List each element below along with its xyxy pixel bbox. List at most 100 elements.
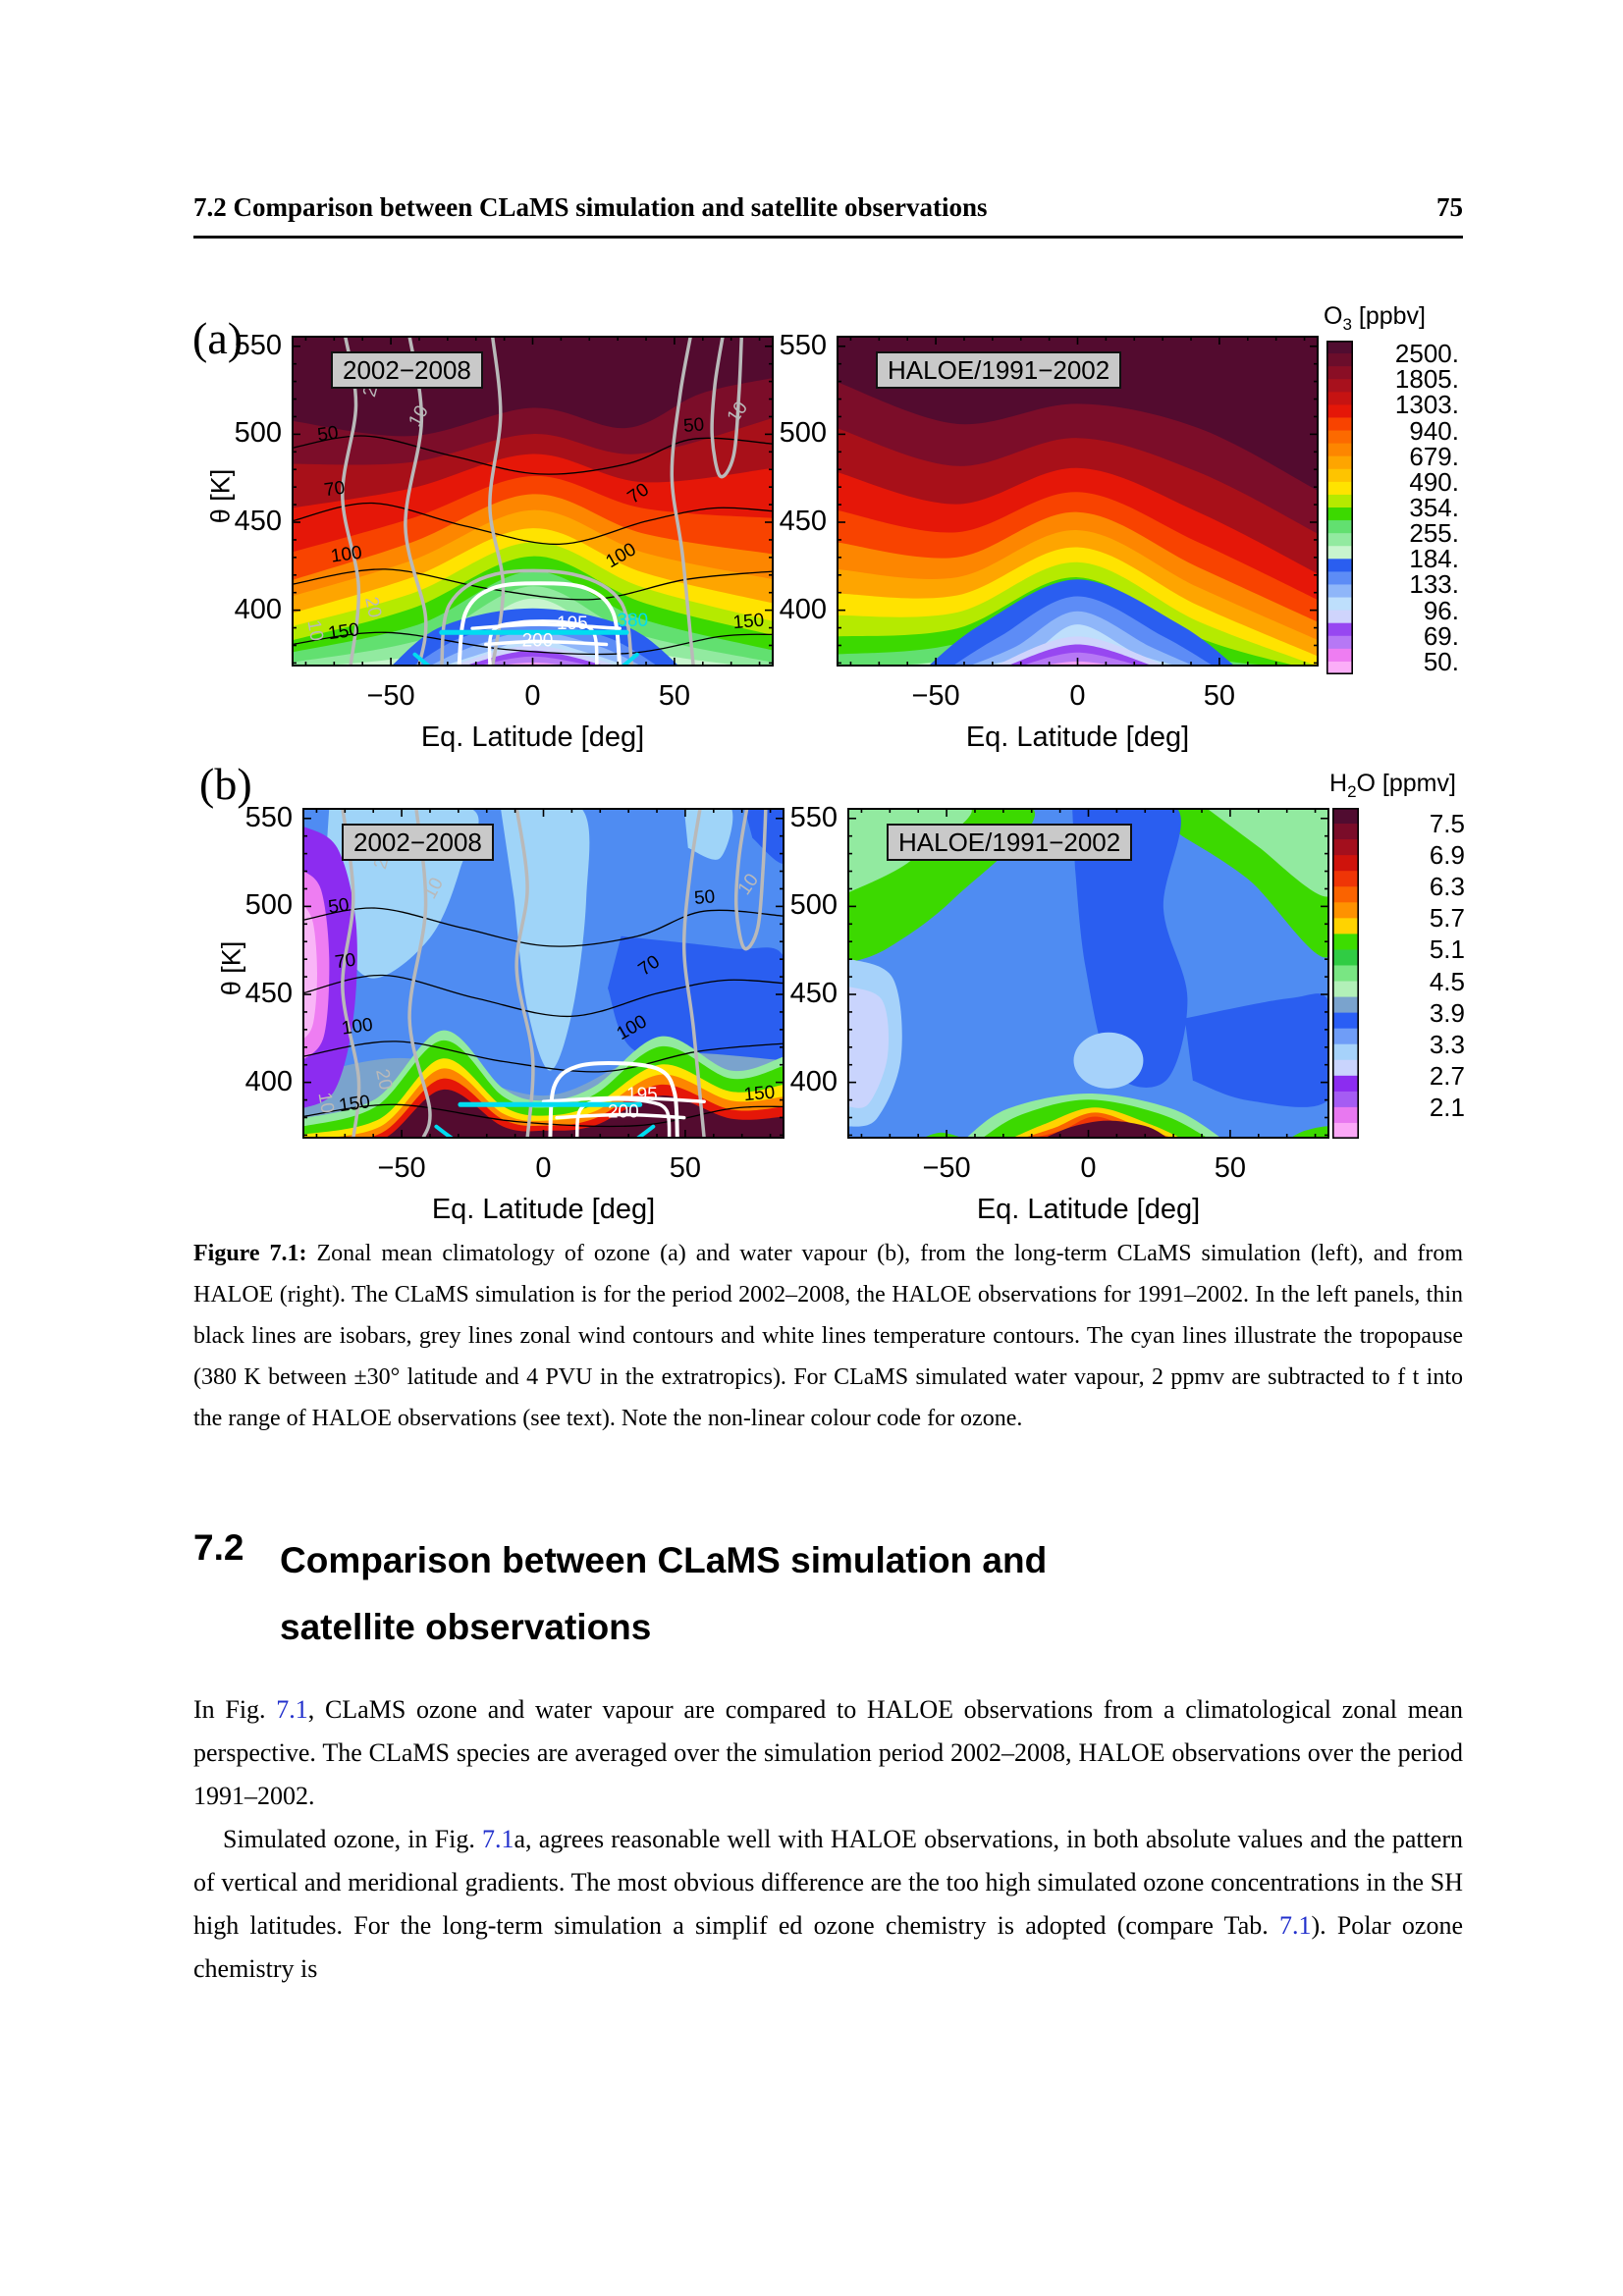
colorbar-tick-label: 2.7: [1429, 1060, 1465, 1091]
y-tick-label: 550: [789, 801, 838, 833]
cross-reference-link[interactable]: 7.1: [276, 1695, 308, 1724]
contour-label: 50: [327, 894, 351, 918]
colorbar-tick-label: 1303.: [1394, 390, 1459, 420]
panel-tag-a_left: 2002−2008: [331, 351, 483, 389]
y-tick-label: 500: [779, 417, 827, 450]
colorbar-title-o3: O3 [ppbv]: [1324, 302, 1426, 335]
body-text: In Fig. 7.1, CLaMS ozone and water vapou…: [193, 1688, 1463, 1991]
contour-label: 150: [732, 610, 765, 633]
y-tick-label: 500: [244, 889, 293, 922]
contour-label: 50: [682, 414, 705, 437]
colorbar-tick-label: 3.3: [1429, 1029, 1465, 1059]
contour-label: 150: [743, 1082, 776, 1105]
text-run: , CLaMS ozone and water vapour are compa…: [193, 1695, 1464, 1810]
x-tick-label: 0: [1080, 1152, 1097, 1184]
colorbar-tick-label: 7.5: [1429, 809, 1465, 839]
colorbar-tick-label: 255.: [1409, 518, 1459, 549]
text-run: Simulated ozone, in Fig.: [223, 1825, 483, 1853]
contour-label: 195: [626, 1085, 658, 1105]
cross-reference-link[interactable]: 7.1: [1278, 1911, 1312, 1940]
x-tick-label: −50: [366, 680, 415, 712]
contour-label: 380: [617, 611, 648, 631]
panel-tag-b_right: HALOE/1991−2002: [887, 824, 1133, 861]
y-tick-label: 450: [234, 506, 282, 537]
text-run: ). Polar ozone chemistry is: [193, 1911, 1463, 1983]
contour-panel-a_left: 505070701001001501502010102010195200380: [292, 336, 774, 667]
y-tick-label: 450: [789, 978, 838, 1009]
section-heading-line2: satellite observations: [280, 1607, 652, 1647]
colorbar-tick-label: 1805.: [1394, 364, 1459, 395]
figure-caption: Figure 7.1: Zonal mean climatology of oz…: [193, 1233, 1463, 1439]
y-tick-label: 550: [234, 329, 282, 361]
colorbar-title-h2o: H2O [ppmv]: [1329, 770, 1456, 802]
contour-label: 150: [338, 1092, 371, 1116]
x-tick-label: 50: [658, 680, 691, 712]
colorbar-tick-label: 184.: [1409, 544, 1459, 574]
colorbar-o3: [1326, 341, 1353, 674]
contour-label: 50: [316, 422, 340, 446]
y-tick-label: 450: [244, 978, 293, 1009]
x-tick-label: 0: [535, 1152, 552, 1184]
x-tick-label: 50: [1214, 1152, 1247, 1184]
colorbar-tick-label: 4.5: [1429, 966, 1465, 996]
header-rule: [193, 236, 1463, 239]
colorbar-tick-label: 354.: [1409, 493, 1459, 522]
colorbar-tick-label: 5.1: [1429, 934, 1465, 965]
x-tick-label: 50: [669, 1152, 702, 1184]
y-tick-label: 400: [779, 593, 827, 625]
x-tick-label: −50: [377, 1152, 426, 1184]
section-heading-line1: Comparison between CLaMS simulation and: [280, 1540, 1048, 1580]
text-run: In Fig.: [193, 1695, 277, 1724]
colorbar-tick-label: 2.1: [1429, 1092, 1465, 1122]
x-tick-label: 0: [1069, 680, 1086, 712]
colorbar-title-part: 2: [1347, 782, 1357, 801]
colorbar-tick-label: 69.: [1423, 620, 1459, 651]
colorbar-h2o: [1332, 808, 1359, 1139]
contour-label: 100: [341, 1015, 374, 1040]
figure-letter-a: (a): [192, 313, 243, 363]
contour-label: 70: [334, 950, 357, 974]
y-tick-label: 550: [244, 801, 293, 833]
colorbar-tick-label: 679.: [1409, 441, 1459, 471]
text-run: a, agrees reasonable well with HALOE obs…: [193, 1825, 1464, 1940]
x-tick-label: −50: [922, 1152, 971, 1184]
x-axis-title: Eq. Latitude [deg]: [965, 721, 1190, 753]
contour-label: 50: [693, 886, 716, 909]
y-tick-label: 450: [779, 506, 827, 537]
colorbar-title-part: H: [1329, 770, 1348, 797]
figure-caption-text: Zonal mean climatology of ozone (a) and …: [193, 1241, 1463, 1431]
x-tick-label: 50: [1203, 680, 1236, 712]
y-tick-label: 400: [234, 593, 282, 625]
contour-label: 10: [302, 618, 326, 642]
panel-tag-a_right: HALOE/1991−2002: [876, 351, 1122, 389]
colorbar-tick-label: 133.: [1409, 569, 1459, 600]
contour-label: 100: [330, 543, 363, 567]
contour-label: 70: [323, 478, 347, 502]
colorbar-tick-label: 6.9: [1429, 840, 1465, 871]
cross-reference-link[interactable]: 7.1: [482, 1825, 514, 1853]
page-number: 75: [1436, 192, 1463, 222]
colorbar-tick-label: 2500.: [1394, 339, 1459, 369]
panel-tag-b_left: 2002−2008: [342, 824, 494, 861]
colorbar-tick-label: 490.: [1409, 466, 1459, 497]
x-axis-title: Eq. Latitude [deg]: [976, 1194, 1201, 1225]
contour-label: 200: [608, 1102, 639, 1123]
paragraph: Simulated ozone, in Fig. 7.1a, agrees re…: [193, 1818, 1463, 1991]
running-header: 7.2 Comparison between CLaMS simulation …: [193, 192, 988, 222]
colorbar-tick-label: 3.9: [1429, 997, 1465, 1028]
x-tick-label: 0: [524, 680, 541, 712]
colorbar-title-part: [ppbv]: [1351, 302, 1426, 330]
colorbar-title-part: O [ppmv]: [1356, 770, 1456, 797]
contour-panel-a_right: [837, 336, 1319, 667]
x-axis-title: Eq. Latitude [deg]: [420, 721, 645, 753]
y-tick-label: 400: [244, 1065, 293, 1097]
figure-letter-b: (b): [199, 759, 252, 809]
contour-label: 20: [371, 1067, 396, 1092]
colorbar-tick-label: 5.7: [1429, 903, 1465, 934]
contour-panel-b_right: [847, 808, 1329, 1139]
section-heading: Comparison between CLaMS simulation and s…: [280, 1527, 1262, 1661]
colorbar-title-part: 3: [1342, 315, 1352, 334]
paragraph: In Fig. 7.1, CLaMS ozone and water vapou…: [193, 1688, 1463, 1818]
section-number: 7.2: [193, 1527, 244, 1568]
